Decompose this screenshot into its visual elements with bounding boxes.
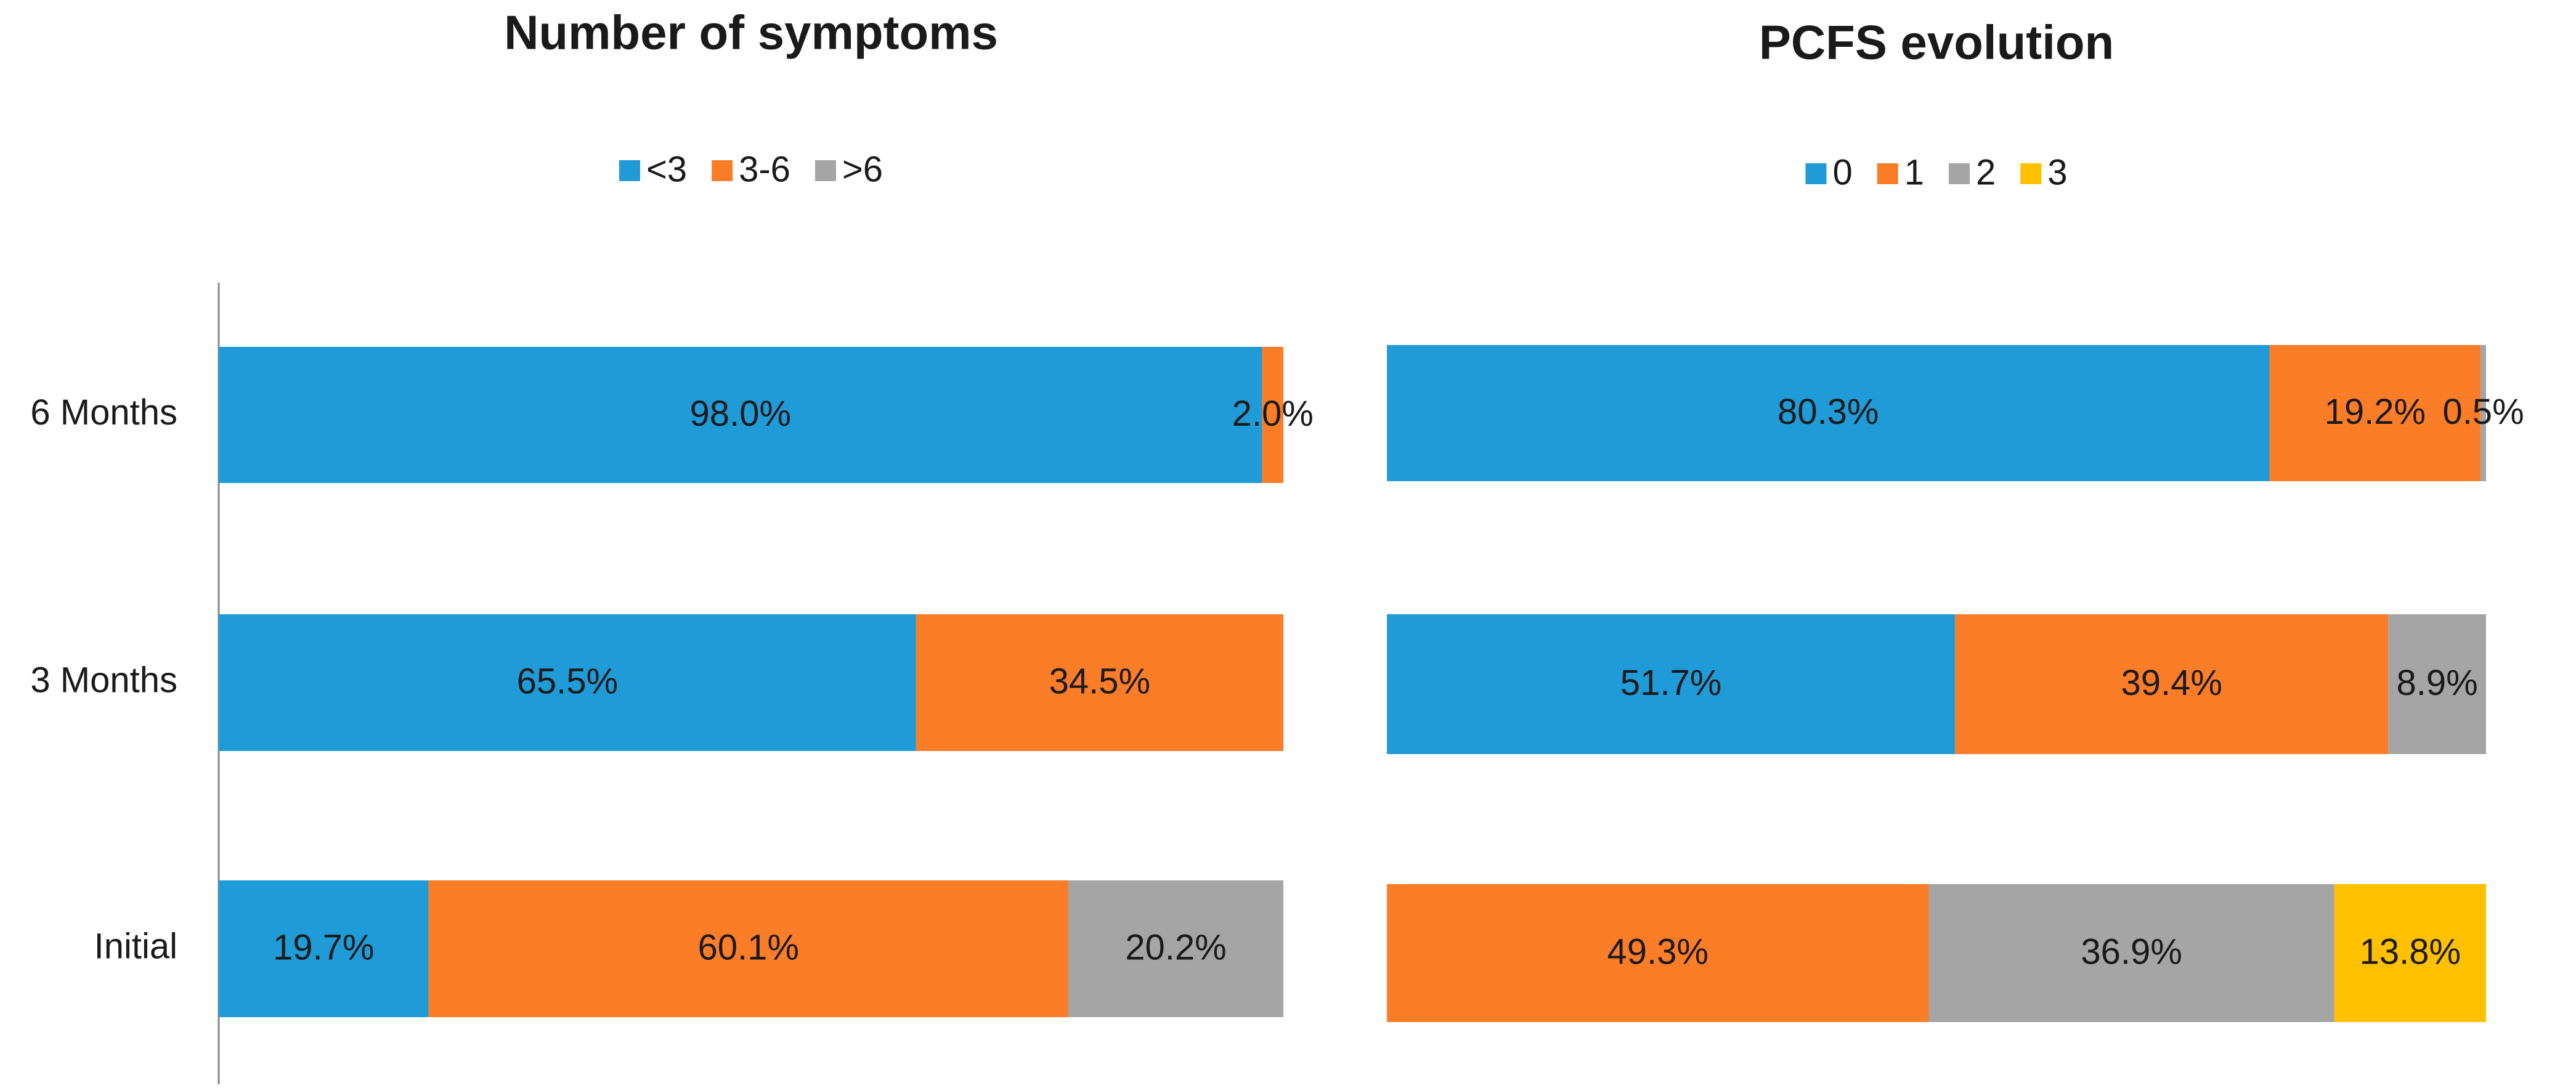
data-label: 19.2% [2325,392,2426,432]
bar-segment [916,614,1283,751]
legend-swatch [1877,163,1898,184]
category-label: 6 Months [30,392,177,432]
chart-title: Number of symptoms [504,6,998,60]
bar-segment [1387,614,1956,754]
data-label: 8.9% [2397,663,2478,703]
legend-label: 3 [2047,152,2067,192]
legend-label: >6 [842,149,883,189]
bar-segment [1387,345,2270,481]
data-label: 2.0% [1232,394,1314,434]
data-label: 60.1% [697,927,798,967]
legend-swatch [1805,163,1827,184]
data-label: 98.0% [689,394,790,434]
data-label: 34.5% [1049,661,1150,701]
bar-segment [219,880,429,1017]
data-label: 13.8% [2360,932,2461,972]
data-label: 36.9% [2081,932,2182,972]
bar-segment [219,614,916,751]
bar-segment [219,347,1262,483]
legend-swatch [619,160,640,181]
data-label: 19.7% [273,927,374,967]
data-label: 51.7% [1620,663,1721,703]
legend-swatch [815,160,836,181]
category-label: 3 Months [30,660,177,700]
data-label: 39.4% [2121,663,2222,703]
data-label: 65.5% [517,661,618,701]
chart-title: PCFS evolution [1759,15,2114,70]
bar-segment [2388,614,2486,754]
bar-segment [2269,345,2481,481]
legend-label: 3-6 [739,149,790,189]
bar-segment [1955,614,2389,754]
legend-swatch [1949,163,1970,184]
bar-segment [1387,884,1929,1022]
data-label: 0.5% [2442,392,2524,432]
bar-segment [1928,884,2334,1022]
bar-segment [2481,345,2486,481]
bar-segment [1068,880,1283,1017]
legend-swatch [712,160,733,181]
data-label: 20.2% [1125,927,1226,967]
category-label: Initial [94,926,177,966]
bar-segment [1262,347,1283,483]
bar-segment [428,880,1068,1017]
data-label: 80.3% [1778,392,1879,432]
bar-segment [2334,884,2486,1022]
legend-swatch [2020,163,2042,184]
data-label: 49.3% [1607,932,1709,972]
legend-label: 2 [1976,152,1996,192]
legend-label: 1 [1904,152,1924,192]
legend-label: 0 [1832,152,1852,192]
legend-label: <3 [646,149,687,189]
